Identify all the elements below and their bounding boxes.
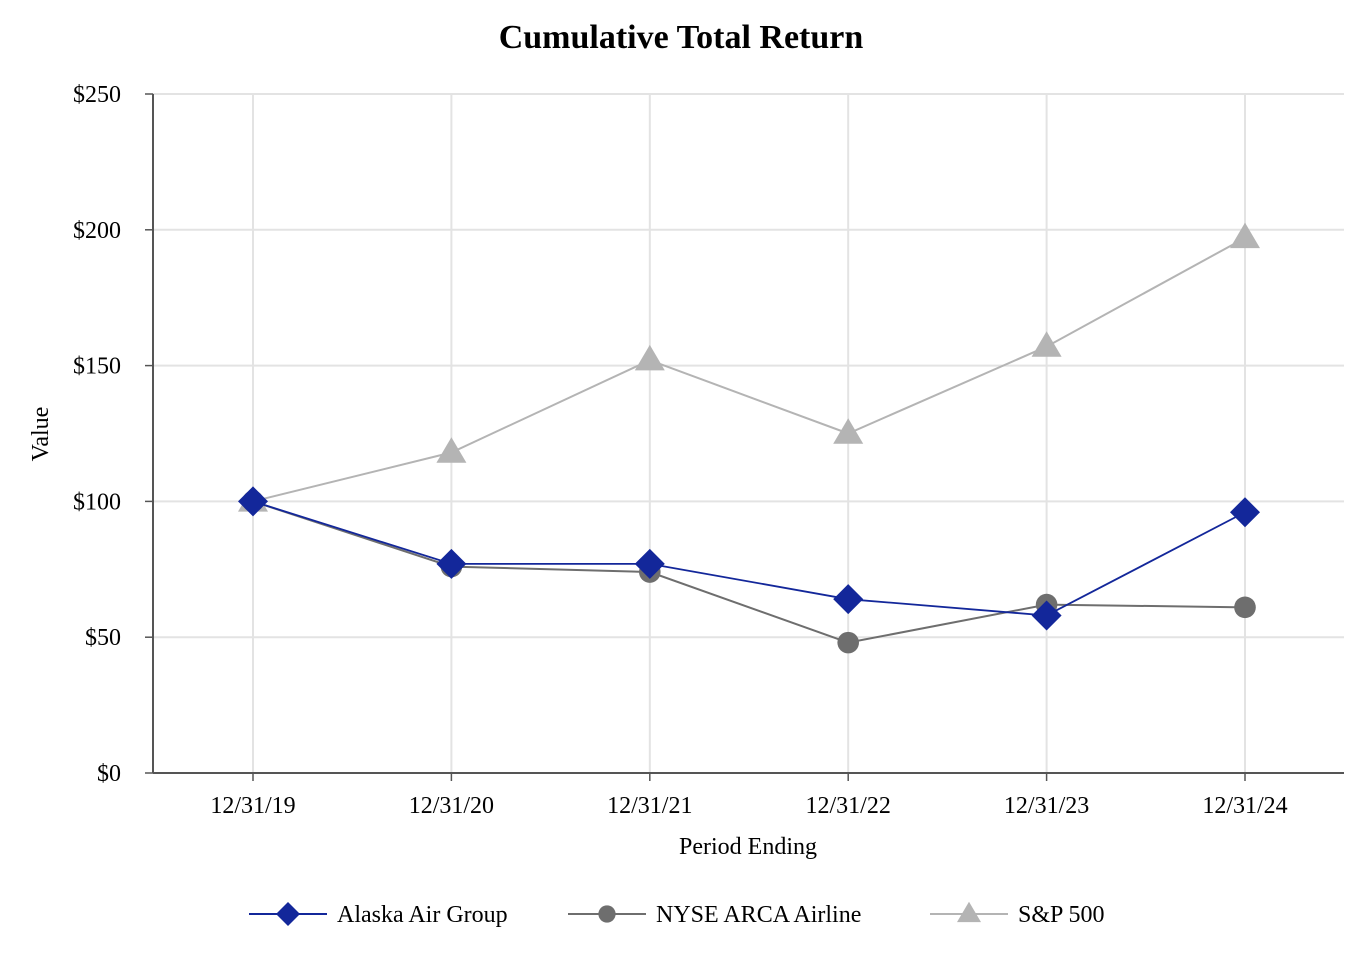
series-layer [238, 222, 1260, 654]
data-point [837, 631, 859, 654]
y-tick-label: $150 [73, 354, 121, 380]
legend-item: S&P 500 [930, 901, 1104, 928]
y-tick-label: $200 [73, 218, 121, 244]
x-tick-label: 12/31/23 [1004, 793, 1089, 819]
y-tick-label: $100 [73, 489, 121, 515]
axes [152, 94, 1344, 774]
chart-title: Cumulative Total Return [499, 19, 864, 56]
legend-item: Alaska Air Group [249, 902, 508, 928]
x-axis-label: Period Ending [679, 834, 817, 860]
legend: Alaska Air Group NYSE ARCA Airline S&P 500 [249, 901, 1104, 928]
x-tick-label: 12/31/19 [210, 793, 295, 819]
data-point [634, 548, 665, 579]
data-point [634, 344, 665, 371]
series-nyse-arca-airline [242, 490, 1256, 654]
series-line [252, 500, 1246, 617]
gridlines [153, 93, 1344, 773]
data-point [1234, 596, 1256, 619]
data-point [1230, 497, 1260, 528]
legend-marker [598, 905, 616, 923]
data-point [238, 486, 268, 517]
data-point [1031, 331, 1062, 357]
data-point [833, 418, 864, 444]
legend-marker [276, 902, 300, 926]
series-line [252, 237, 1246, 503]
data-point [833, 584, 864, 615]
legend-label: S&P 500 [1018, 902, 1104, 928]
series-line [252, 500, 1246, 644]
legend-marker [957, 901, 981, 923]
series-alaska-air-group [238, 486, 1260, 631]
y-tick-label: $250 [73, 82, 121, 108]
y-axis-ticks: $0 $50 $100 $150 $200 $250 [73, 82, 153, 787]
data-point [1031, 600, 1062, 631]
legend-item: NYSE ARCA Airline [568, 902, 861, 928]
legend-label: Alaska Air Group [337, 902, 508, 928]
x-tick-label: 12/31/21 [607, 793, 692, 819]
x-tick-label: 12/31/20 [409, 793, 494, 819]
series-s-p-500 [238, 222, 1260, 512]
y-tick-label: $50 [85, 625, 121, 651]
x-axis-ticks: 12/31/19 12/31/20 12/31/21 12/31/22 12/31/23… [210, 773, 1288, 819]
x-tick-label: 12/31/22 [806, 793, 891, 819]
y-axis-label: Value [28, 407, 54, 462]
data-point [436, 548, 467, 579]
legend-label: NYSE ARCA Airline [656, 902, 861, 928]
y-tick-label: $0 [97, 761, 121, 787]
data-point [436, 437, 467, 463]
data-point [1230, 222, 1260, 249]
x-tick-label: 12/31/24 [1202, 793, 1287, 819]
